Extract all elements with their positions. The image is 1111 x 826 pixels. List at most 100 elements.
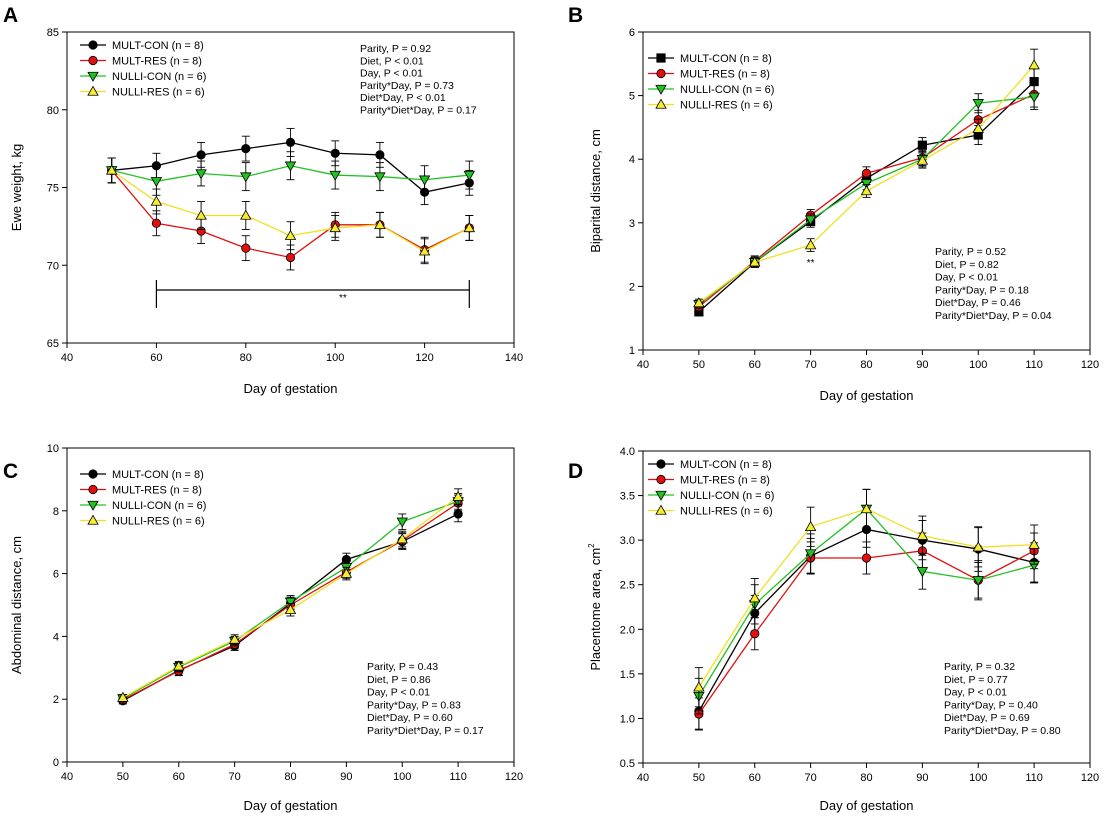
data-point [1028,538,1040,549]
x-tick-label: 50 [117,771,129,783]
y-tick-label: 70 [47,260,59,272]
stats-line: Parity*Diet*Day, P = 0.17 [360,105,477,117]
x-tick-label: 60 [150,352,162,364]
data-point [150,195,163,206]
chart-panel-c: C 40 50 60 70 80 90 100 110 120 0 2 4 6 8 10 Day of gest… [3,443,523,813]
stats-line: Day, P < 0.01 [944,687,1007,699]
x-axis-title: Day of gestation [820,798,914,813]
data-point [749,592,761,603]
y-tick-label: 5 [629,91,635,103]
data-point [151,218,161,228]
x-tick-label: 40 [637,772,649,784]
x-axis-title: Day of gestation [820,388,914,403]
stats-line: Parity*Day, P = 0.40 [944,699,1038,711]
x-tick-label: 60 [173,771,185,783]
legend-label: NULLI-CON (n = 6) [680,84,774,96]
data-point [1028,59,1040,70]
stats-line: Diet, P = 0.82 [935,259,999,271]
data-point [916,529,929,540]
legend-label: NULLI-RES (n = 6) [680,506,773,518]
legend-label: NULLI-RES (n = 6) [112,516,205,528]
x-tick-label: 110 [1025,359,1043,371]
stats-line: Parity*Diet*Day, P = 0.04 [935,310,1052,322]
legend-label: MULT-CON (n = 8) [112,469,204,481]
legend-marker [88,40,98,50]
data-point [418,245,431,256]
data-point [749,256,761,267]
legend-label: MULT-CON (n = 8) [680,53,772,65]
legend-label: MULT-RES (n = 8) [112,485,202,497]
y-tick-label: 6 [629,27,635,39]
x-axis-title: Day of gestation [244,798,338,813]
y-tick-label: 0 [53,757,59,769]
x-tick-label: 50 [693,772,705,784]
x-tick-label: 100 [969,772,987,784]
data-point [396,517,408,528]
y-tick-label: 1 [629,345,635,357]
x-tick-label: 140 [505,352,523,364]
legend: MULT-CON (n = 8) MULT-RES (n = 8) NULLI-CO… [648,53,774,112]
stats-line: Day, P < 0.01 [935,272,998,284]
data-point [860,179,873,190]
x-tick-label: 120 [415,352,433,364]
x-tick-label: 60 [749,359,761,371]
data-point [804,549,817,560]
data-point [117,691,129,702]
legend: MULT-CON (n = 8) MULT-RES (n = 8) NULLI-CO… [80,469,206,528]
legend-marker [87,514,99,525]
stats-line: Diet*Day, P = 0.69 [944,712,1030,724]
data-point [284,161,297,172]
stats-line: Parity*Diet*Day, P = 0.17 [367,725,484,737]
y-tick-label: 85 [47,27,59,39]
data-point [195,169,207,180]
stats-line: Parity, P = 0.32 [944,661,1015,673]
y-tick-label: 3.5 [620,491,635,503]
data-point [693,681,705,692]
series-nulli-res [117,488,464,702]
data-point [284,603,297,614]
data-point [804,215,817,226]
x-tick-label: 70 [805,772,817,784]
legend-marker [88,55,98,66]
data-point [804,239,817,250]
chart-panel-a: A 40 60 80 100 120 140 65 70 75 80 85 Day of gestati… [3,4,523,396]
x-tick-label: 80 [284,771,296,783]
x-tick-label: 100 [393,771,411,783]
legend-marker [88,469,98,479]
data-point [284,597,297,608]
data-point [375,150,385,160]
y-tick-label: 4.0 [620,446,635,458]
y-tick-label: 2.0 [620,624,635,636]
x-tick-label: 120 [505,771,523,783]
legend-label: NULLI-RES (n = 6) [112,87,205,99]
x-tick-label: 110 [1025,772,1043,784]
data-point [285,137,296,148]
y-tick-label: 2.5 [620,580,635,592]
x-tick-label: 90 [916,772,928,784]
data-point [374,218,386,230]
legend-label: NULLI-RES (n = 6) [680,100,773,112]
data-point [150,177,163,188]
data-point [861,553,872,563]
data-point [750,629,760,639]
y-tick-label: 2 [53,694,59,706]
legend-marker [656,474,666,485]
x-axis-title: Day of gestation [244,381,338,396]
y-tick-label: 2 [629,281,635,293]
x-tick-label: 80 [860,772,872,784]
data-point [418,175,431,186]
series-nulli-con [105,151,476,196]
legend-label: MULT-RES (n = 8) [680,69,770,81]
x-tick-label: 60 [749,772,761,784]
data-point [463,170,476,181]
stats-line: Parity*Day, P = 0.18 [935,284,1029,296]
stats-line: Parity*Day, P = 0.73 [360,80,454,92]
significance-label: ** [807,258,815,269]
x-tick-label: 100 [969,359,987,371]
legend-marker [655,490,667,501]
x-tick-label: 120 [1081,359,1099,371]
x-tick-label: 120 [1081,772,1099,784]
x-tick-label: 90 [916,359,928,371]
data-point [1028,92,1040,103]
